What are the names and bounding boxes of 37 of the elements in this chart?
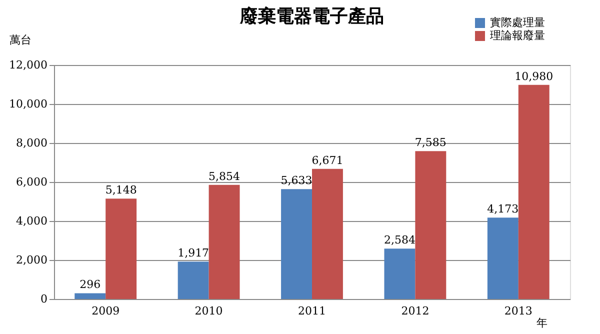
data-label: 10,980 — [514, 70, 554, 83]
data-label: 1,917 — [178, 246, 210, 260]
x-tick-label: 2010 — [194, 304, 223, 318]
data-label: 5,148 — [105, 184, 137, 197]
x-tick-label: 2012 — [401, 304, 430, 318]
bar — [178, 262, 209, 299]
y-tick-label: 4,000 — [16, 214, 48, 228]
y-tick-label: 6,000 — [16, 176, 48, 188]
data-label: 5,633 — [280, 174, 312, 188]
data-label: 5,854 — [208, 170, 240, 183]
y-tick-label: 2,000 — [16, 254, 48, 266]
chart-title: 廢棄電器電子產品 — [239, 6, 384, 27]
legend-label: 理論報廢量 — [490, 29, 545, 42]
y-tick-label: 10,000 — [9, 98, 48, 110]
bar — [415, 151, 446, 299]
x-axis-title: 年 — [536, 316, 548, 330]
legend-label: 實際處理量 — [490, 16, 545, 29]
x-tick-label: 2011 — [298, 304, 326, 318]
data-label: 296 — [80, 278, 101, 292]
x-tick-label: 2009 — [92, 304, 120, 318]
bar — [208, 184, 240, 299]
y-axis-title: 萬台 — [10, 34, 32, 46]
bar — [384, 248, 416, 299]
bar — [518, 84, 550, 299]
x-tick-label: 2013 — [504, 304, 532, 318]
data-label: 7,585 — [414, 136, 446, 150]
data-label: 2,584 — [384, 234, 416, 247]
bar — [487, 218, 518, 299]
bar — [106, 198, 137, 299]
y-tick-label: 8,000 — [16, 136, 48, 150]
bar — [312, 168, 343, 299]
y-tick-label: 12,000 — [9, 58, 48, 72]
data-label: 6,671 — [312, 154, 344, 167]
data-label: 4,173 — [487, 202, 519, 216]
bar — [74, 293, 106, 299]
y-tick-label: 0 — [40, 292, 48, 306]
bar — [281, 189, 312, 299]
